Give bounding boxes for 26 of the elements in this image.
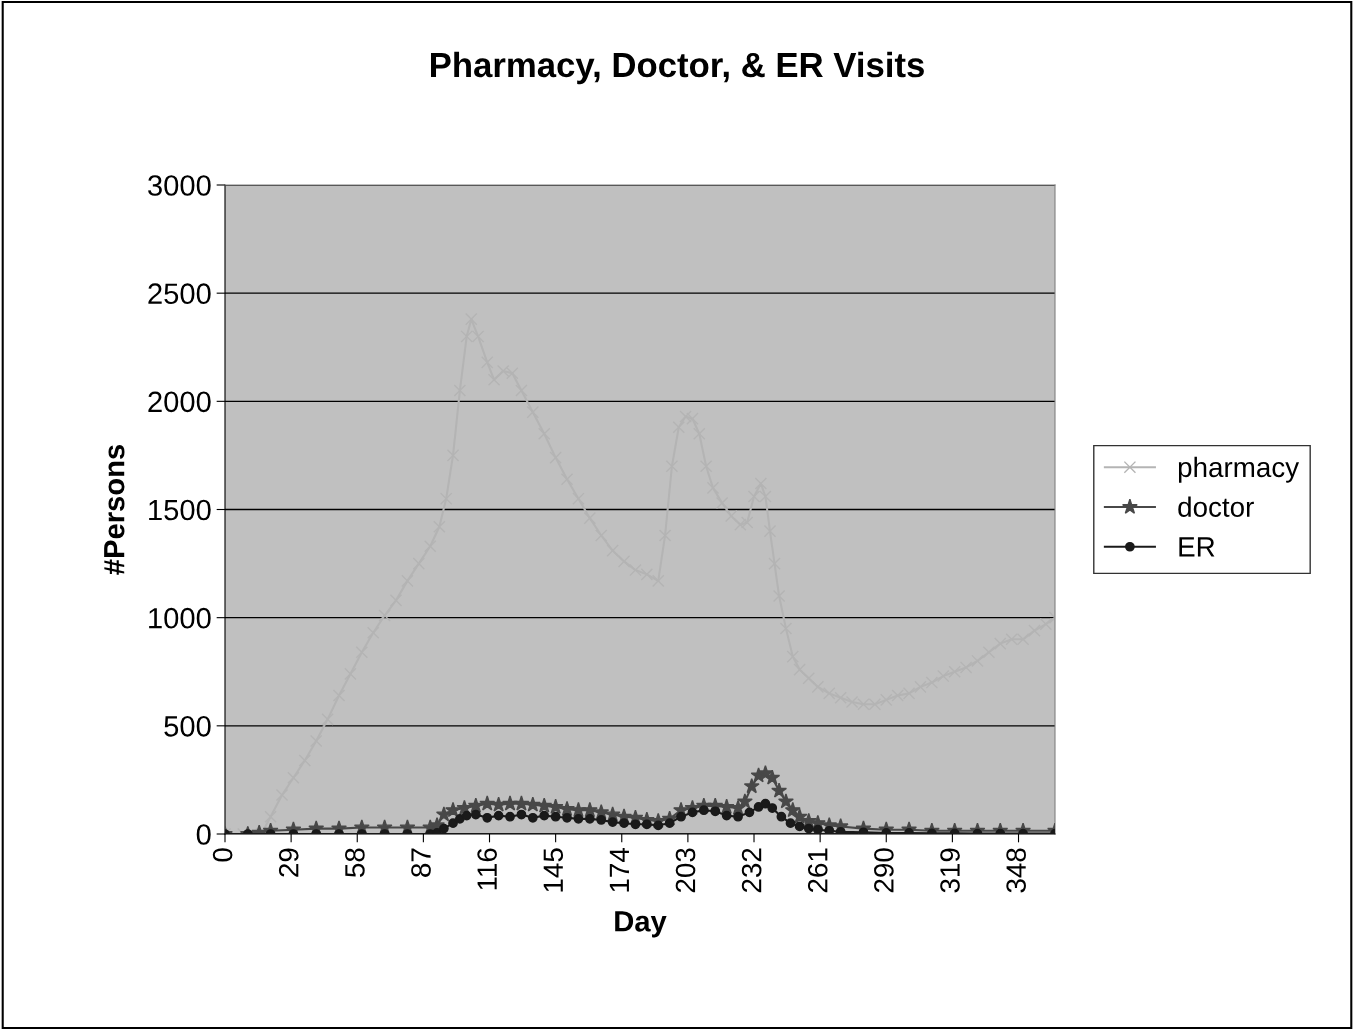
x-tick-label: 261 [807,848,828,893]
y-tick-label: 3000 [148,175,211,196]
x-tick-label: 174 [609,848,629,892]
x-tick-label: 290 [874,848,894,893]
legend-label: pharmacy [1178,456,1300,483]
y-tick-label: 2000 [148,391,211,413]
x-tick-label: 319 [940,848,960,893]
y-axis-title: #Persons [104,445,125,575]
x-axis-title: Day [615,911,667,938]
x-tick-label: 116 [477,848,497,890]
y-tick-label: 2500 [148,283,211,305]
x-tick-label: 348 [1006,848,1026,893]
chart-title: Pharmacy, Doctor, & ER Visits [431,51,924,85]
x-tick-label: 203 [675,848,696,893]
y-tick-label: 500 [164,716,211,737]
y-tick-label: 1000 [149,607,211,629]
x-tick-label: 58 [345,848,365,877]
x-tick-label: 145 [543,848,564,892]
legend-label: doctor [1178,496,1254,517]
x-tick-label: 232 [741,848,762,893]
y-tick-label: 1500 [149,499,211,521]
x-tick-label: 87 [411,848,431,877]
x-tick-label: 0 [212,848,233,862]
y-tick-label: 0 [196,824,211,845]
x-tick-label: 29 [278,848,299,877]
legend-label: ER [1179,537,1215,557]
